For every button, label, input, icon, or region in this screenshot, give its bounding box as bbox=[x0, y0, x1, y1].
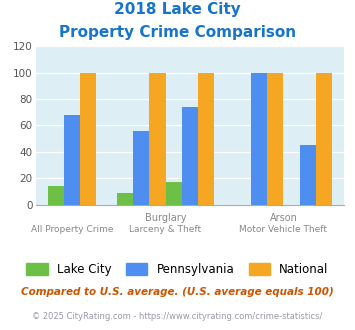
Bar bbox=[182, 107, 198, 205]
Bar bbox=[149, 73, 165, 205]
Bar bbox=[117, 193, 133, 205]
Bar bbox=[300, 145, 316, 205]
Bar bbox=[80, 73, 97, 205]
Bar bbox=[48, 186, 64, 205]
Text: © 2025 CityRating.com - https://www.cityrating.com/crime-statistics/: © 2025 CityRating.com - https://www.city… bbox=[32, 312, 323, 321]
Text: Larceny & Theft: Larceny & Theft bbox=[130, 225, 202, 234]
Text: 2018 Lake City: 2018 Lake City bbox=[114, 2, 241, 16]
Bar bbox=[198, 73, 214, 205]
Text: Compared to U.S. average. (U.S. average equals 100): Compared to U.S. average. (U.S. average … bbox=[21, 287, 334, 297]
Bar bbox=[251, 73, 267, 205]
Bar bbox=[64, 115, 80, 205]
Text: Burglary: Burglary bbox=[145, 213, 186, 223]
Text: Property Crime Comparison: Property Crime Comparison bbox=[59, 25, 296, 40]
Legend: Lake City, Pennsylvania, National: Lake City, Pennsylvania, National bbox=[22, 258, 333, 281]
Bar bbox=[316, 73, 332, 205]
Text: All Property Crime: All Property Crime bbox=[31, 225, 113, 234]
Bar bbox=[267, 73, 283, 205]
Bar bbox=[165, 182, 182, 205]
Bar bbox=[133, 131, 149, 205]
Text: Arson: Arson bbox=[269, 213, 297, 223]
Text: Motor Vehicle Theft: Motor Vehicle Theft bbox=[239, 225, 327, 234]
